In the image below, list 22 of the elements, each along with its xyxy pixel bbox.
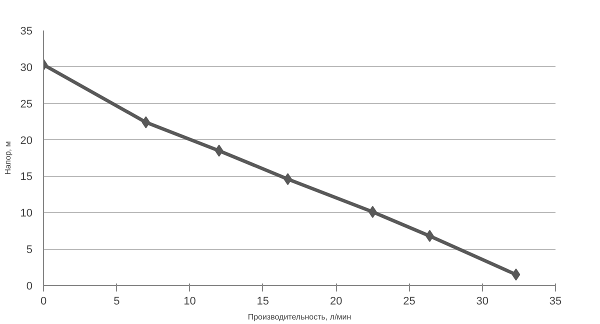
x-tick-label: 20 [330, 296, 342, 308]
y-tick-label: 15 [20, 171, 33, 184]
x-tick-label: 10 [184, 296, 196, 308]
point [512, 268, 520, 281]
x-tick-label: 30 [476, 296, 488, 308]
point [214, 144, 224, 157]
x-tick-label: 0 [40, 296, 47, 308]
point [142, 116, 150, 128]
x-axis-title: Производительность, л/мин [248, 312, 352, 322]
x-tick-label: 35 [549, 296, 562, 308]
y-tick-label: 0 [26, 280, 33, 292]
x-tick-label: 15 [256, 296, 270, 308]
y-tick-label: 10 [20, 208, 33, 220]
y-tick-label: 20 [20, 134, 33, 147]
y-tick-label: 35 [20, 26, 33, 38]
y-tick-label: 5 [26, 244, 33, 256]
point [368, 206, 377, 218]
y-tick-label: 25 [20, 98, 33, 110]
x-tick-label: 25 [403, 296, 416, 308]
x-tick-label: 5 [114, 296, 120, 308]
y-axis-title: Напор, м [3, 141, 12, 175]
y-tick-label: 30 [20, 62, 33, 74]
